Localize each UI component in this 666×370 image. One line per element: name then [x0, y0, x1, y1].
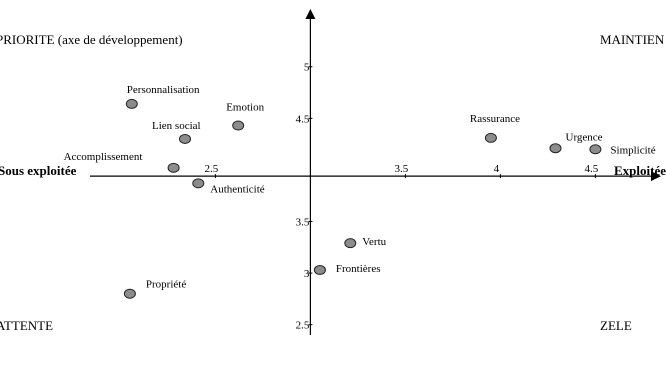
quadrant-label: ZELE	[600, 318, 632, 333]
point-label: Simplicité	[610, 144, 655, 156]
quadrant-label: ATTENTE	[0, 318, 53, 333]
axis-label: Sous exploitée	[0, 163, 77, 178]
point	[232, 120, 245, 131]
point	[313, 265, 326, 275]
point-label: Vertu	[362, 236, 386, 248]
point-label: Personnalisation	[127, 84, 200, 96]
point	[179, 133, 191, 144]
y-tick-label: 2.5	[296, 320, 310, 332]
point-label: Urgence	[566, 131, 603, 143]
x-tick-label: 4	[494, 163, 500, 175]
point-label: Lien social	[152, 120, 201, 132]
point	[125, 98, 138, 109]
point-label: Propriété	[146, 279, 186, 291]
point	[123, 288, 136, 299]
x-tick-label: 3.5	[395, 163, 409, 175]
quadrant-label: PRIORITE (axe de développement)	[0, 32, 183, 47]
point	[192, 178, 205, 189]
point-label: Authenticité	[210, 183, 264, 195]
y-tick-label: 5	[304, 62, 310, 74]
x-tick-label: 4.5	[585, 163, 599, 175]
quadrant-label: MAINTIEN	[600, 32, 665, 47]
point	[549, 143, 562, 154]
point-label: Rassurance	[470, 113, 520, 125]
point	[344, 238, 357, 249]
point	[589, 144, 602, 155]
point	[167, 162, 180, 173]
x-tick-label: 2.5	[205, 163, 219, 175]
point-label: Emotion	[226, 102, 264, 114]
point	[484, 132, 497, 143]
y-tick-label: 3.5	[296, 217, 310, 229]
point-label: Accomplissement	[64, 151, 143, 163]
y-tick-label: 3	[304, 268, 310, 280]
point-label: Frontières	[336, 263, 381, 275]
y-tick-label: 4.5	[296, 113, 310, 125]
